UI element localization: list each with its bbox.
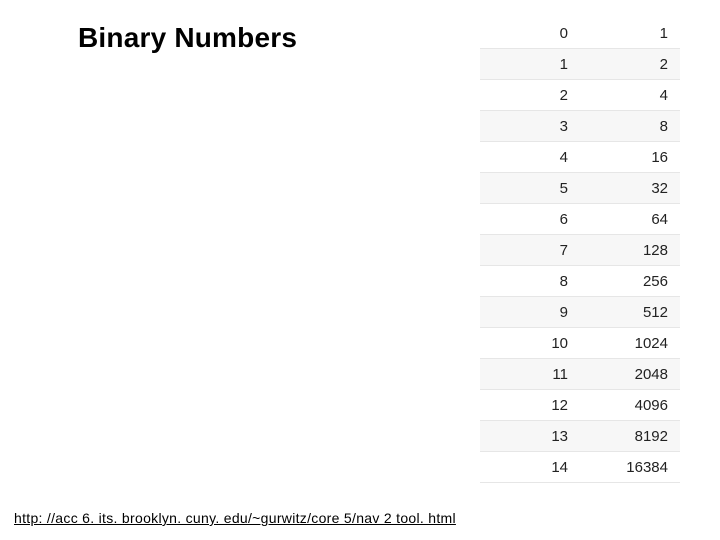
value-cell: 4: [580, 80, 680, 111]
table-row: 532: [480, 173, 680, 204]
table-row: 101024: [480, 328, 680, 359]
table-row: 24: [480, 80, 680, 111]
exp-cell: 4: [480, 142, 580, 173]
exp-cell: 10: [480, 328, 580, 359]
exp-cell: 9: [480, 297, 580, 328]
table-row: 8256: [480, 266, 680, 297]
table-row: 416: [480, 142, 680, 173]
exp-cell: 6: [480, 204, 580, 235]
value-cell: 2048: [580, 359, 680, 390]
table-row: 112048: [480, 359, 680, 390]
value-cell: 4096: [580, 390, 680, 421]
binary-table-region: 01 12 24 38 416 532 664 7128 8256 9512 1…: [480, 18, 680, 483]
table-row: 664: [480, 204, 680, 235]
exp-cell: 3: [480, 111, 580, 142]
value-cell: 32: [580, 173, 680, 204]
value-cell: 128: [580, 235, 680, 266]
table-row: 138192: [480, 421, 680, 452]
table-row: 38: [480, 111, 680, 142]
exp-cell: 14: [480, 452, 580, 483]
exp-cell: 1: [480, 49, 580, 80]
value-cell: 8192: [580, 421, 680, 452]
table-row: 124096: [480, 390, 680, 421]
value-cell: 8: [580, 111, 680, 142]
table-row: 1416384: [480, 452, 680, 483]
exp-cell: 7: [480, 235, 580, 266]
exp-cell: 5: [480, 173, 580, 204]
exp-cell: 12: [480, 390, 580, 421]
exp-cell: 13: [480, 421, 580, 452]
table-row: 7128: [480, 235, 680, 266]
value-cell: 2: [580, 49, 680, 80]
exp-cell: 8: [480, 266, 580, 297]
value-cell: 16: [580, 142, 680, 173]
table-row: 12: [480, 49, 680, 80]
value-cell: 1024: [580, 328, 680, 359]
table-row: 9512: [480, 297, 680, 328]
value-cell: 256: [580, 266, 680, 297]
footer-link[interactable]: http: //acc 6. its. brooklyn. cuny. edu/…: [14, 510, 456, 526]
exp-cell: 2: [480, 80, 580, 111]
value-cell: 16384: [580, 452, 680, 483]
slide: Binary Numbers 01 12 24 38 416 532 664 7…: [0, 0, 720, 540]
exp-cell: 11: [480, 359, 580, 390]
value-cell: 1: [580, 18, 680, 49]
binary-table: 01 12 24 38 416 532 664 7128 8256 9512 1…: [480, 18, 680, 483]
value-cell: 64: [580, 204, 680, 235]
exp-cell: 0: [480, 18, 580, 49]
value-cell: 512: [580, 297, 680, 328]
page-title: Binary Numbers: [78, 22, 297, 54]
table-row: 01: [480, 18, 680, 49]
